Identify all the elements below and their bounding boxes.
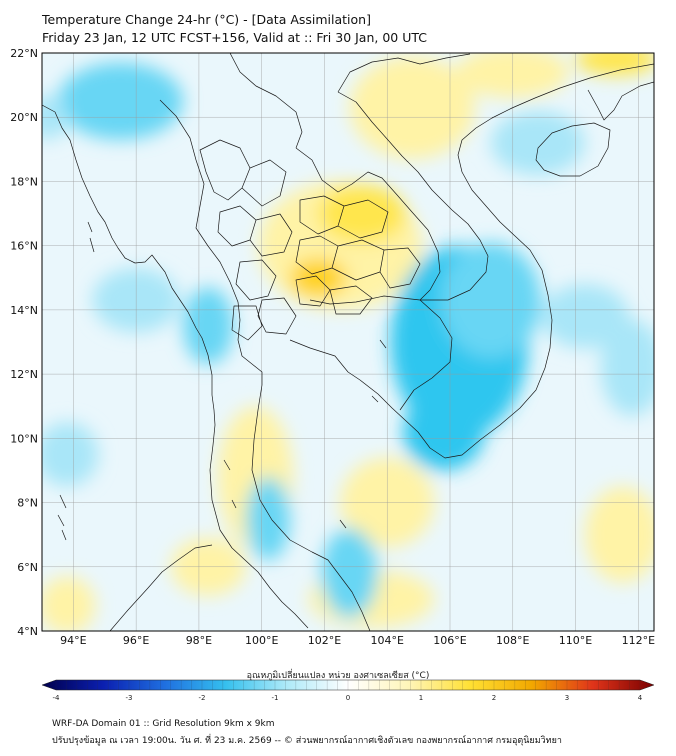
colorbar-tick-label: 4 (638, 694, 643, 702)
cool-anomaly-22 (541, 284, 629, 349)
colorbar-ticks: -4 -3 -2 -1 0 1 2 3 4 (53, 680, 643, 702)
islands-andaman (57, 221, 95, 541)
border-laos-vietnam (337, 91, 489, 301)
lon-tick-label: 108°E (496, 634, 529, 647)
coast-vietnam-south (404, 63, 654, 459)
coast-peninsula-west (209, 424, 309, 629)
map-subtitle: Friday 23 Jan, 12 UTC FCST+156, Valid at… (42, 30, 427, 45)
colorbar-tick-label: 2 (492, 694, 496, 702)
footer-model-info: WRF-DA Domain 01 :: Grid Resolution 9km … (52, 719, 275, 729)
warm-anomaly-2 (318, 184, 407, 243)
border-myanmar-china (229, 53, 303, 149)
warm-anomaly-4 (349, 56, 476, 159)
colorbar-tick-label: 0 (346, 694, 350, 702)
lon-tick-label: 94°E (60, 634, 86, 647)
lat-tick-labels: 22°N 20°N 18°N 16°N 14°N 12°N 10°N 8°N 6°N 4°N (10, 47, 38, 638)
coast-leizhou (587, 81, 654, 121)
colorbar-tick-label: -3 (126, 694, 133, 702)
warm-anomaly-5 (575, 53, 654, 76)
warm-anomaly-10 (42, 576, 96, 631)
footer-credit: ปรับปรุงข้อมูล ณ เวลา 19:00น. วัน ศ. ที่… (52, 736, 562, 746)
lat-tick-label: 16°N (10, 240, 38, 253)
field-layer (42, 53, 654, 631)
colorbar-tick-label: -2 (199, 694, 206, 702)
lat-tick-label: 8°N (17, 497, 38, 510)
colorbar-tick-label: -1 (272, 694, 279, 702)
cool-anomaly-20 (321, 528, 378, 619)
border-laos (295, 147, 441, 301)
cool-anomaly-25 (600, 319, 654, 416)
colorbar-tick-label: -4 (53, 694, 61, 702)
lon-tick-label: 110°E (559, 634, 592, 647)
cool-anomaly-19 (246, 476, 290, 561)
colorbar-label: อุณหภูมิเปลี่ยนแปลง หน่วย องศาเซลเซียส (… (246, 671, 430, 681)
lon-tick-label: 106°E (433, 634, 466, 647)
coast-peninsula-east (251, 384, 371, 631)
coast-myanmar-west (42, 104, 216, 426)
border-cambodia (309, 295, 453, 411)
lat-tick-label: 20°N (10, 111, 38, 124)
cool-anomaly-18 (183, 287, 234, 365)
provinces-central (231, 259, 297, 341)
coast-sumatra (109, 544, 213, 631)
lat-tick-label: 18°N (10, 175, 38, 188)
plot-frame (41, 52, 655, 632)
islands-gulf (223, 339, 387, 529)
provinces-north (199, 139, 293, 257)
lon-tick-label: 100°E (245, 634, 278, 647)
lon-tick-label: 112°E (622, 634, 655, 647)
coast-gulf-top (237, 339, 263, 385)
lat-tick-label: 4°N (17, 625, 38, 638)
cool-anomaly-16 (57, 62, 184, 140)
lon-tick-label: 102°E (308, 634, 341, 647)
cool-anomaly-14 (402, 393, 485, 471)
map-title: Temperature Change 24-hr (°C) - [Data As… (42, 12, 371, 27)
lat-tick-label: 22°N (10, 47, 38, 60)
gridlines (42, 53, 654, 631)
coast-hainan (535, 122, 611, 177)
lat-tick-label: 14°N (10, 304, 38, 317)
lat-tick-label: 10°N (10, 432, 38, 445)
coastlines-borders (42, 53, 654, 631)
colorbar-tick-label: 1 (419, 694, 423, 702)
lon-tick-label: 104°E (371, 634, 404, 647)
provinces-northeast (295, 195, 421, 315)
cool-anomaly-21 (490, 110, 585, 176)
colorbar: -4 -3 -2 -1 0 1 2 3 4 (41, 679, 655, 702)
lon-tick-label: 96°E (123, 634, 149, 647)
lon-tick-labels: 94°E 96°E 98°E 100°E 102°E 104°E 106°E 108°E 110… (60, 634, 655, 647)
lat-tick-label: 12°N (10, 368, 38, 381)
warm-anomaly-12 (584, 486, 654, 583)
cool-anomaly-15 (440, 242, 542, 359)
coast-gulf-east (289, 339, 406, 421)
border-vietnam-china (337, 53, 471, 93)
lat-tick-label: 6°N (17, 561, 38, 574)
colorbar-tick-label: 3 (565, 694, 569, 702)
cool-anomaly-24 (42, 422, 99, 487)
lon-tick-label: 98°E (186, 634, 212, 647)
border-myanmar-thailand (159, 99, 241, 341)
